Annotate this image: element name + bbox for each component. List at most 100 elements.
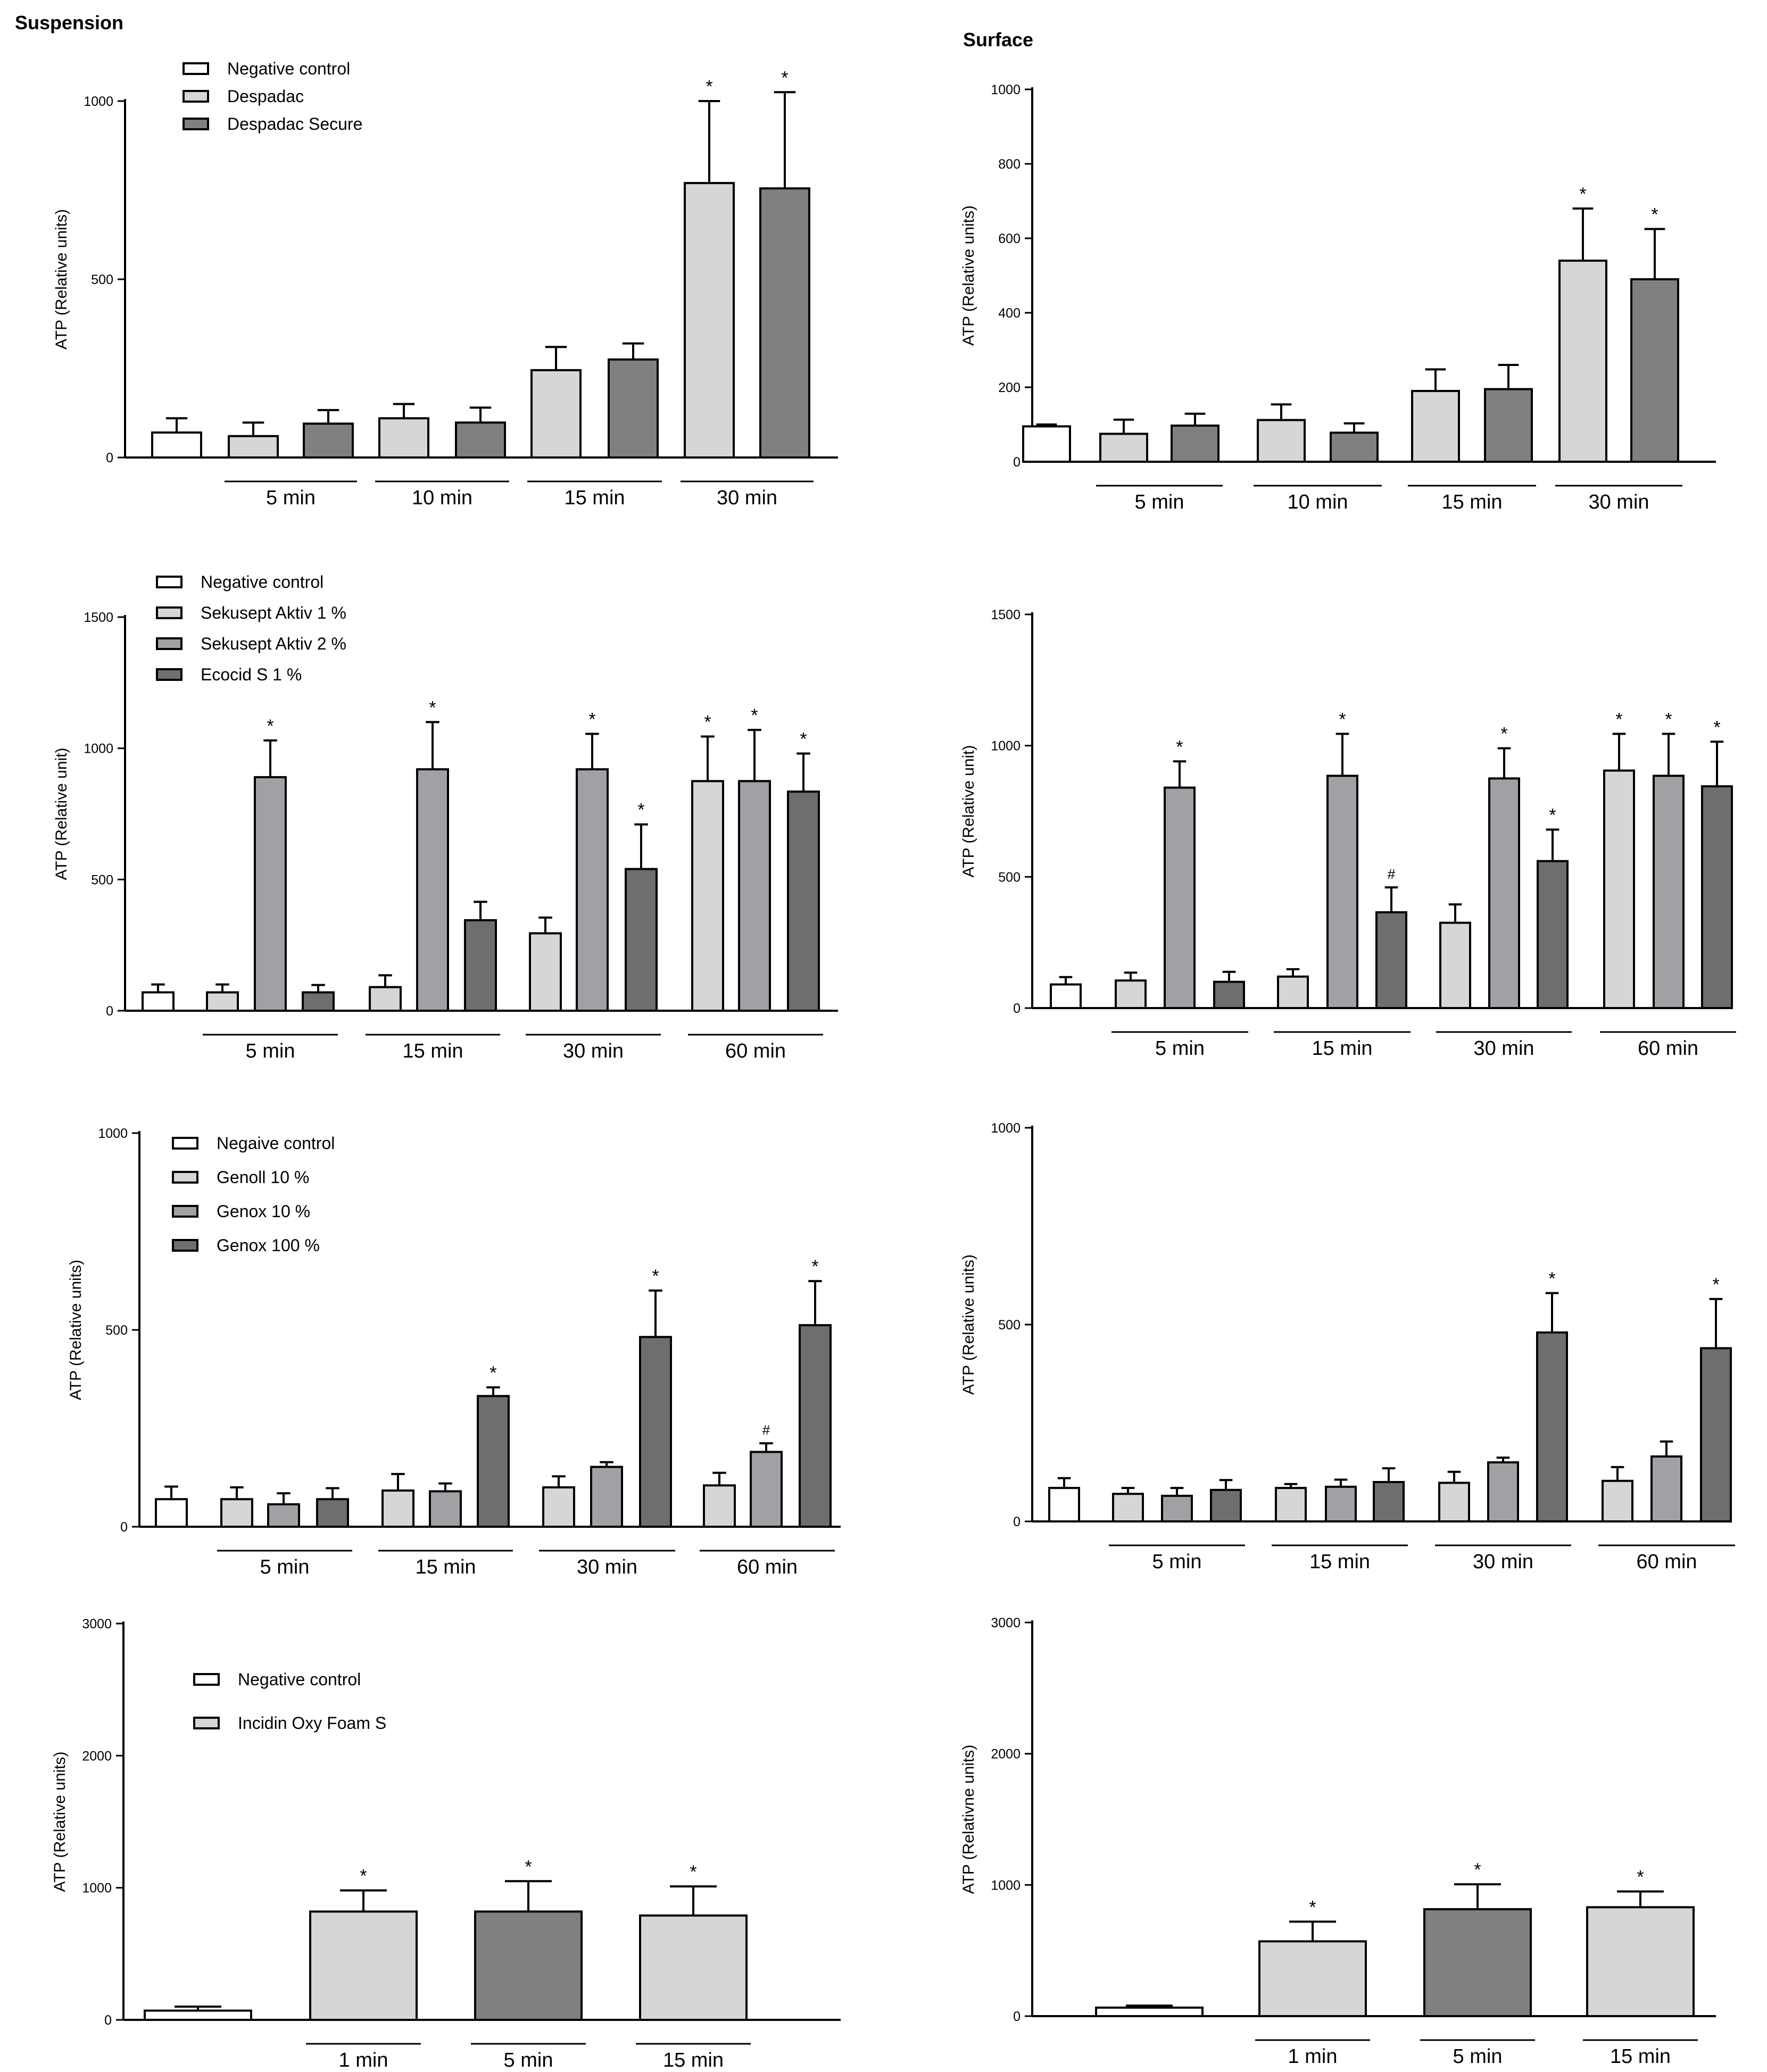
chart-svg: 0 500 1000 ATP (Relative units) * * # * 5 min 15 … xyxy=(67,1126,841,1578)
bar xyxy=(625,868,658,1012)
bar xyxy=(799,1324,832,1528)
bar xyxy=(787,790,820,1012)
bar xyxy=(639,1914,748,2021)
group-label: 5 min xyxy=(1155,1037,1205,1060)
bar xyxy=(151,431,202,459)
chart-suspension-genox: 0 500 1000 ATP (Relative units) * * # * 5 min 15 … xyxy=(0,1096,851,1585)
bar xyxy=(1411,390,1460,463)
y-tick-label: 500 xyxy=(91,272,113,287)
bar xyxy=(1099,432,1148,463)
group-label: 15 min xyxy=(402,1040,463,1062)
bar xyxy=(1586,1906,1695,2017)
bar xyxy=(1277,975,1309,1009)
significance-mark: * xyxy=(1651,205,1658,225)
legend-label: Ecocid S 1 % xyxy=(201,665,302,684)
bar xyxy=(477,1395,510,1528)
chart-suspension-sekusept: 0 500 1000 1500 ATP (Relative unit) * * * * * * * 5 … xyxy=(0,569,851,1080)
legend-label: Negative control xyxy=(238,1670,361,1689)
group-label: 5 min xyxy=(1453,2045,1503,2068)
bar xyxy=(1022,425,1071,463)
significance-mark: * xyxy=(1713,717,1720,737)
legend-swatch xyxy=(156,576,182,588)
bar xyxy=(1112,1493,1144,1523)
bar xyxy=(267,1503,300,1528)
y-axis-label: ATP (Relative units) xyxy=(960,205,977,346)
legend-swatch xyxy=(172,1205,198,1218)
y-tick-label: 1000 xyxy=(991,1878,1021,1893)
y-axis-label: ATP (Relative units) xyxy=(51,1752,69,1892)
y-axis-label: ATP (Relative unit) xyxy=(53,748,70,880)
bar xyxy=(1484,388,1533,463)
bar xyxy=(1275,1487,1307,1522)
significance-mark: * xyxy=(1615,709,1622,729)
bar xyxy=(381,1489,414,1528)
bar xyxy=(1700,1347,1732,1522)
y-tick-label: 3000 xyxy=(82,1617,112,1632)
bar xyxy=(455,421,506,459)
suspension-header: Suspension xyxy=(15,12,124,34)
bar xyxy=(144,2009,252,2021)
y-tick-label: 0 xyxy=(106,451,113,465)
significance-mark: * xyxy=(360,1866,367,1886)
bar xyxy=(155,1498,188,1528)
group-label: 60 min xyxy=(737,1556,798,1578)
group-label: 5 min xyxy=(246,1040,295,1062)
bar xyxy=(529,932,562,1012)
y-tick-label: 1000 xyxy=(991,739,1021,754)
chart-suspension-despadac: 0 500 1000 ATP (Relative units) * * 5 min 10 mi… xyxy=(0,48,851,537)
y-axis-label: ATP (Relative units) xyxy=(960,1254,977,1395)
y-tick-label: 1500 xyxy=(991,608,1021,622)
bar xyxy=(429,1490,462,1528)
y-tick-label: 0 xyxy=(120,1520,128,1535)
legend-label: Despadac Secure xyxy=(227,114,362,134)
legend-swatch xyxy=(193,1673,220,1686)
y-tick-label: 2000 xyxy=(991,1747,1021,1762)
chart-surface-despadac: 0 200 400 600 800 1000 ATP (Relative units) * * 5… xyxy=(899,64,1751,543)
y-tick-label: 500 xyxy=(105,1323,128,1338)
group-label: 60 min xyxy=(725,1040,786,1062)
y-tick-label: 0 xyxy=(1013,1515,1021,1529)
bar xyxy=(220,1498,253,1528)
significance-mark: * xyxy=(1500,724,1507,744)
group-label: 5 min xyxy=(504,2049,553,2071)
chart-surface-genox: 0 500 1000 ATP (Relative units) * * 5 min 15 mi… xyxy=(899,1096,1751,1585)
group-label: 30 min xyxy=(1473,1551,1533,1573)
bar xyxy=(608,358,659,459)
legend-label: Genox 100 % xyxy=(217,1236,320,1255)
bar xyxy=(1330,431,1379,463)
bar xyxy=(1257,419,1306,463)
significance-mark: * xyxy=(704,712,711,732)
legend-label: Negative control xyxy=(201,572,323,592)
significance-mark: # xyxy=(762,1422,770,1438)
y-tick-label: 0 xyxy=(1013,2009,1021,2024)
chart-svg: 0 1000 2000 3000 ATP (Relativne units) * * * 1 m… xyxy=(960,1616,1716,2068)
group-label: 30 min xyxy=(717,487,777,509)
chart-suspension-incidin: 0 1000 2000 3000 ATP (Relative units) * * * 1 mi… xyxy=(0,1612,851,2071)
bar xyxy=(1171,425,1220,463)
y-tick-label: 200 xyxy=(998,380,1021,395)
bar xyxy=(1373,1481,1405,1522)
y-tick-label: 1000 xyxy=(84,742,113,756)
bar xyxy=(464,919,497,1012)
legend-label: Genox 10 % xyxy=(217,1202,310,1221)
significance-mark: * xyxy=(588,710,595,730)
significance-mark: * xyxy=(267,716,273,736)
y-axis-label: ATP (Relative unit) xyxy=(960,745,977,878)
y-axis-label: ATP (Relative units) xyxy=(67,1260,85,1400)
bar xyxy=(684,182,735,459)
bar xyxy=(416,768,449,1012)
bar xyxy=(1375,911,1407,1010)
group-label: 10 min xyxy=(412,487,472,509)
bar xyxy=(1536,1331,1568,1522)
bar xyxy=(1558,260,1607,463)
significance-mark: * xyxy=(781,68,788,88)
bar xyxy=(206,991,239,1012)
group-label: 15 min xyxy=(1441,491,1502,513)
group-label: 5 min xyxy=(1135,491,1184,513)
legend-label: Genoll 10 % xyxy=(217,1168,309,1187)
bar xyxy=(590,1466,623,1528)
chart-svg: 0 500 1000 1500 ATP (Relative unit) * * * * * * * 5 … xyxy=(53,572,838,1062)
bar xyxy=(1161,1494,1193,1523)
significance-mark: * xyxy=(811,1256,818,1277)
bar xyxy=(369,986,402,1012)
